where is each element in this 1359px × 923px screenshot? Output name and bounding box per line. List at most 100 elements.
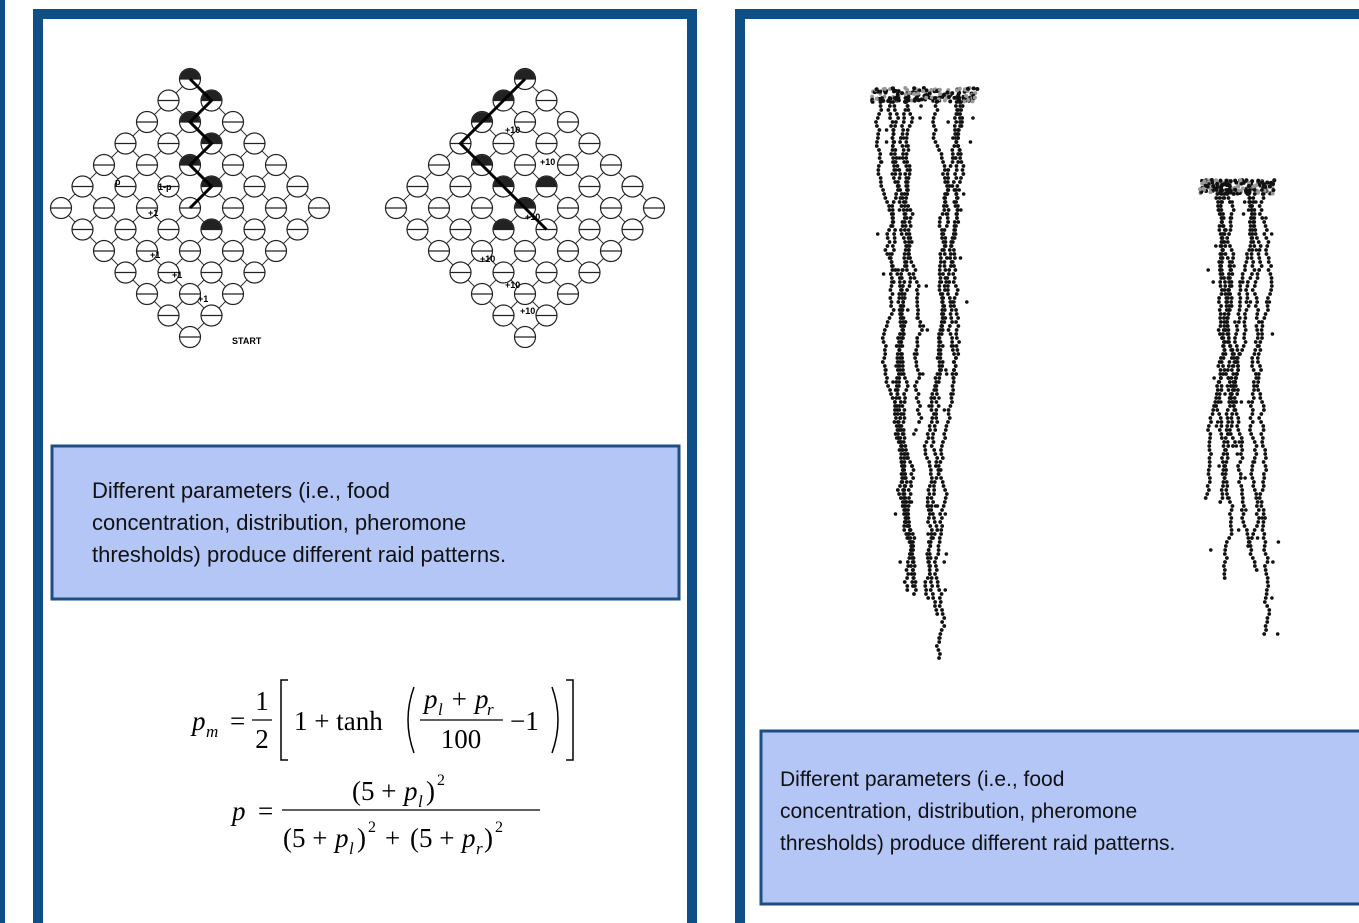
raid-dot: [939, 292, 943, 296]
raid-dot: [901, 128, 905, 132]
raid-dot: [883, 352, 887, 356]
raid-dot: [933, 428, 937, 432]
raid-dot: [1240, 488, 1244, 492]
raid-dot: [1233, 179, 1237, 183]
raid-dot: [1251, 288, 1255, 292]
raid-dot: [911, 544, 915, 548]
raid-dot: [1229, 516, 1233, 520]
raid-dot: [950, 396, 954, 400]
raid-dot: [945, 492, 949, 496]
raid-dot: [1250, 476, 1254, 480]
raid-dot: [908, 91, 912, 95]
raid-dot: [881, 336, 885, 340]
raid-dot: [933, 112, 937, 116]
raid-dot: [950, 148, 954, 152]
math-sub: r: [487, 700, 494, 719]
raid-dot: [939, 340, 943, 344]
raid-dot: [1228, 360, 1232, 364]
raid-dot: [931, 120, 935, 124]
raid-dot: [1244, 508, 1248, 512]
raid-dot: [895, 380, 899, 384]
raid-dot: [959, 208, 963, 212]
raid-dot: [1223, 576, 1227, 580]
raid-dot: [892, 164, 896, 168]
diagram-label: +10: [520, 306, 535, 316]
raid-dot: [1202, 179, 1206, 183]
raid-dot: [1246, 256, 1250, 260]
math-symbol: p: [230, 796, 246, 826]
raid-dot: [911, 576, 915, 580]
raid-dot: [907, 272, 911, 276]
raid-dot: [885, 128, 889, 132]
raid-dot: [1252, 380, 1256, 384]
raid-dot: [1266, 296, 1270, 300]
raid-dot: [955, 328, 959, 332]
raid-dot: [899, 308, 903, 312]
raid-dot: [906, 560, 910, 564]
raid-dot: [1239, 476, 1243, 480]
raid-dot: [1207, 468, 1211, 472]
raid-dot: [899, 228, 903, 232]
raid-dot: [930, 576, 934, 580]
raid-dot: [1218, 372, 1222, 376]
raid-dot: [1229, 224, 1233, 228]
raid-dot: [1221, 272, 1225, 276]
raid-dot: [1221, 484, 1225, 488]
raid-dot: [1220, 268, 1224, 272]
raid-dot: [911, 568, 915, 572]
raid-dot: [1250, 232, 1254, 236]
raid-dot: [947, 412, 951, 416]
raid-dot: [965, 300, 969, 304]
raid-dot: [906, 128, 910, 132]
diagram-label: +10: [505, 125, 520, 135]
raid-dot: [940, 312, 944, 316]
raid-dot: [948, 416, 952, 420]
raid-dot: [1264, 572, 1268, 576]
raid-dot: [942, 208, 946, 212]
raid-dot: [901, 152, 905, 156]
raid-dot: [940, 524, 944, 528]
raid-dot: [949, 244, 953, 248]
raid-dot: [899, 272, 903, 276]
raid-dot: [943, 500, 947, 504]
raid-dot: [917, 284, 921, 288]
raid-dot: [894, 432, 898, 436]
raid-dot: [1270, 280, 1274, 284]
raid-dot: [1224, 448, 1228, 452]
raid-dot: [951, 348, 955, 352]
raid-dot: [937, 588, 941, 592]
math-sub: l: [349, 839, 354, 858]
raid-dot: [923, 444, 927, 448]
raid-dot: [891, 244, 895, 248]
raid-dot: [932, 124, 936, 128]
raid-dot: [1264, 468, 1268, 472]
raid-dot: [1250, 412, 1254, 416]
raid-dot: [945, 184, 949, 188]
raid-dot: [936, 580, 940, 584]
raid-dot: [1250, 236, 1254, 240]
raid-dot: [901, 468, 905, 472]
raid-dot: [945, 256, 949, 260]
raid-dot: [905, 568, 909, 572]
raid-dot: [1226, 376, 1230, 380]
raid-dot: [930, 476, 934, 480]
raid-dot: [1217, 380, 1221, 384]
raid-dot: [890, 260, 894, 264]
raid-dot: [1257, 320, 1261, 324]
raid-dot: [947, 280, 951, 284]
raid-dot: [956, 204, 960, 208]
raid-dot: [1204, 496, 1208, 500]
raid-dot: [1267, 612, 1271, 616]
raid-dot: [886, 236, 890, 240]
raid-dot: [890, 276, 894, 280]
raid-dot: [956, 108, 960, 112]
raid-dot: [1233, 336, 1237, 340]
math-sup: 2: [437, 772, 445, 789]
raid-dot: [946, 176, 950, 180]
raid-dot: [1257, 252, 1261, 256]
raid-dot: [1241, 276, 1245, 280]
raid-dot: [941, 304, 945, 308]
raid-dot: [946, 168, 950, 172]
raid-dot: [904, 100, 908, 104]
raid-dot: [1228, 380, 1232, 384]
